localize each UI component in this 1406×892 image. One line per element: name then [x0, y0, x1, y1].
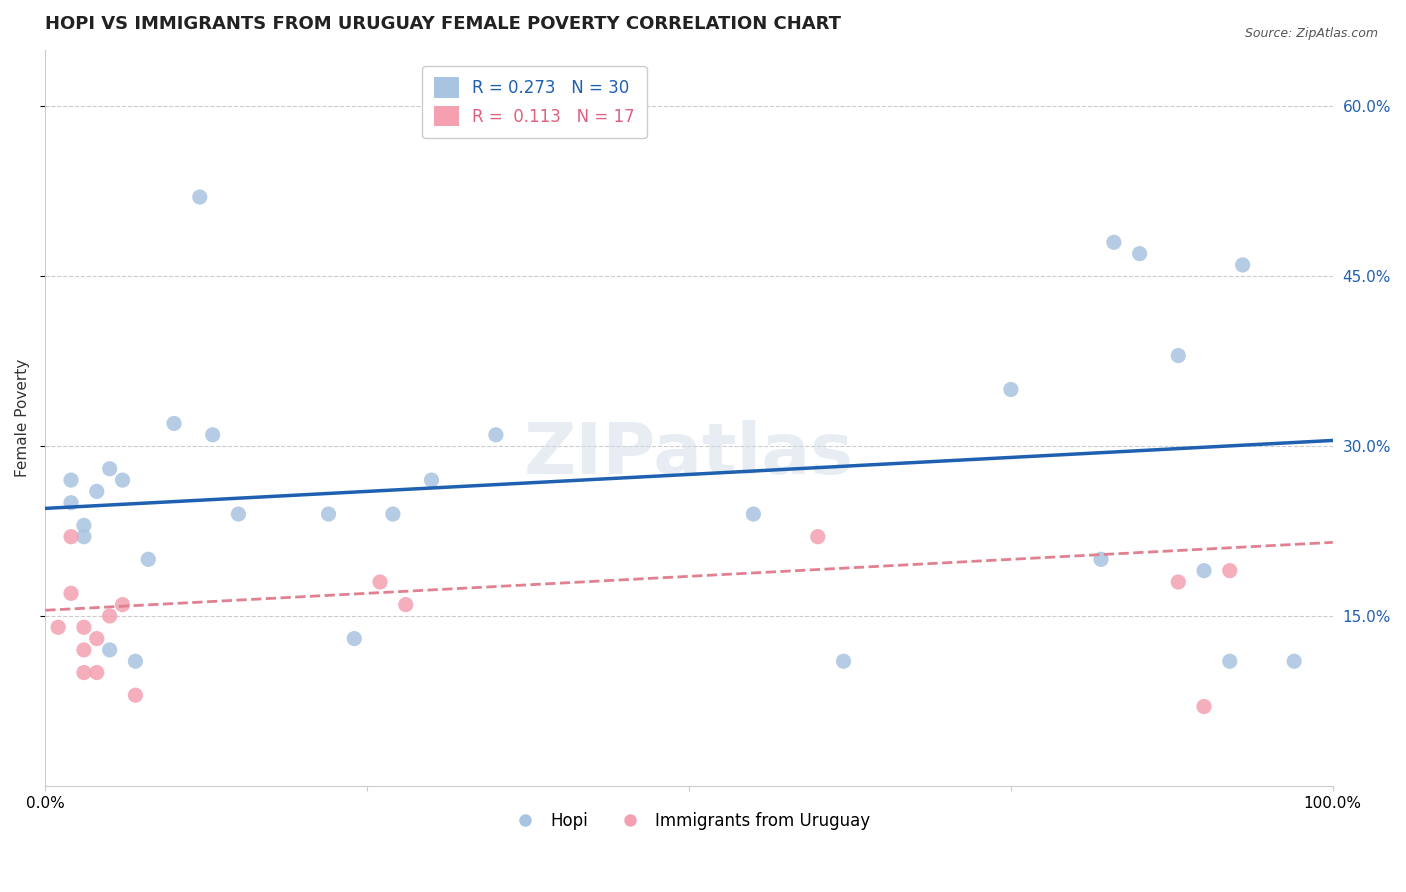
Point: [832, 654, 855, 668]
Point: [46, 620, 69, 634]
Point: [368, 574, 391, 589]
Point: [1102, 235, 1125, 250]
Point: [73, 620, 96, 634]
Point: [98, 462, 121, 476]
Point: [124, 688, 146, 702]
Point: [60, 473, 83, 487]
Point: [420, 473, 443, 487]
Point: [201, 427, 224, 442]
Point: [98, 609, 121, 624]
Point: [1090, 552, 1112, 566]
Point: [1232, 258, 1254, 272]
Point: [485, 427, 508, 442]
Point: [60, 496, 83, 510]
Point: [86, 484, 108, 499]
Point: [1219, 564, 1241, 578]
Point: [1282, 654, 1305, 668]
Point: [136, 552, 159, 566]
Point: [73, 643, 96, 657]
Point: [111, 473, 134, 487]
Point: [1192, 564, 1215, 578]
Point: [124, 654, 146, 668]
Point: [60, 586, 83, 600]
Point: [86, 665, 108, 680]
Point: [73, 518, 96, 533]
Point: [1192, 699, 1215, 714]
Point: [381, 507, 404, 521]
Point: [73, 665, 96, 680]
Point: [60, 530, 83, 544]
Point: [163, 417, 186, 431]
Point: [1167, 574, 1189, 589]
Legend: Hopi, Immigrants from Uruguay: Hopi, Immigrants from Uruguay: [502, 805, 876, 837]
Point: [1000, 383, 1022, 397]
Point: [86, 632, 108, 646]
Point: [1219, 654, 1241, 668]
Point: [188, 190, 211, 204]
Point: [111, 598, 134, 612]
Point: [343, 632, 366, 646]
Point: [1167, 349, 1189, 363]
Text: Source: ZipAtlas.com: Source: ZipAtlas.com: [1244, 27, 1378, 40]
Point: [742, 507, 765, 521]
Point: [395, 598, 418, 612]
Point: [318, 507, 340, 521]
Text: ZIPatlas: ZIPatlas: [524, 420, 853, 489]
Point: [228, 507, 250, 521]
Y-axis label: Female Poverty: Female Poverty: [15, 359, 30, 477]
Point: [807, 530, 830, 544]
Point: [73, 530, 96, 544]
Text: HOPI VS IMMIGRANTS FROM URUGUAY FEMALE POVERTY CORRELATION CHART: HOPI VS IMMIGRANTS FROM URUGUAY FEMALE P…: [45, 15, 841, 33]
Point: [1129, 246, 1152, 260]
Point: [98, 643, 121, 657]
